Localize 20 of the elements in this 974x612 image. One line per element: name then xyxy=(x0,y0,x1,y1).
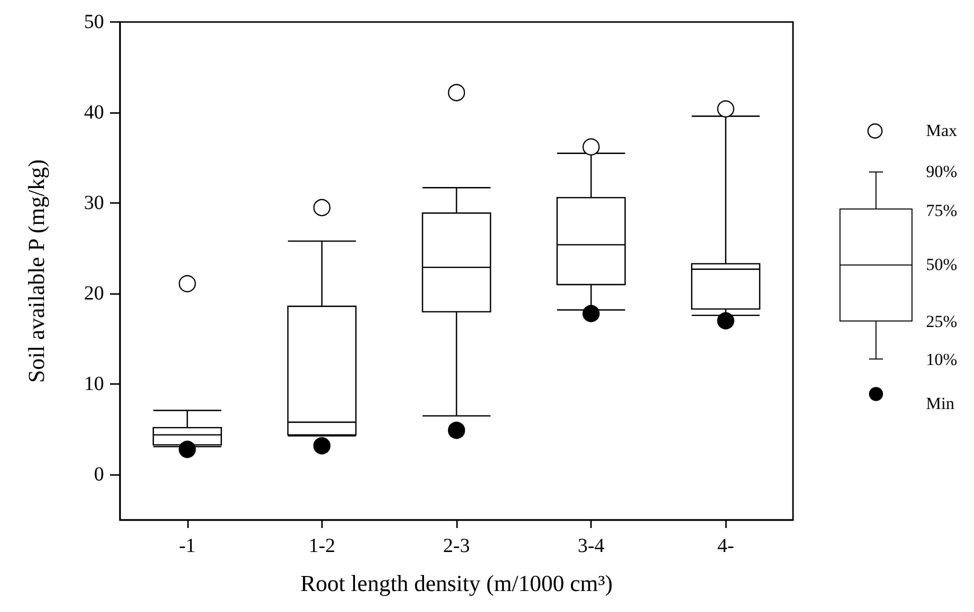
x-tick-label: 1-2 xyxy=(308,535,336,557)
text: 50% xyxy=(926,254,958,276)
x-tick-label: 4- xyxy=(717,535,734,557)
text: 25% xyxy=(926,311,958,333)
y-tick-label: 10 xyxy=(84,373,104,396)
x-tick-label: 2-3 xyxy=(443,535,470,557)
y-tick-label: 30 xyxy=(84,192,104,214)
x-tick-label: 3-4 xyxy=(578,535,604,557)
y-tick-label: 40 xyxy=(84,102,104,124)
text: 10% xyxy=(926,349,958,371)
y-tick-label: 50 xyxy=(84,11,104,33)
y-tick-label: 0 xyxy=(94,464,104,486)
x-tick-label: -1 xyxy=(178,535,196,557)
text: 90% xyxy=(926,161,958,183)
text: Max xyxy=(926,120,958,142)
y-tick-label: 20 xyxy=(84,282,104,305)
text: 75% xyxy=(926,200,958,222)
text: Min xyxy=(926,393,954,415)
y-axis-title: Soil available P (mg/kg) xyxy=(24,159,49,383)
x-axis-title: Root length density (m/1000 cm³) xyxy=(300,571,613,596)
